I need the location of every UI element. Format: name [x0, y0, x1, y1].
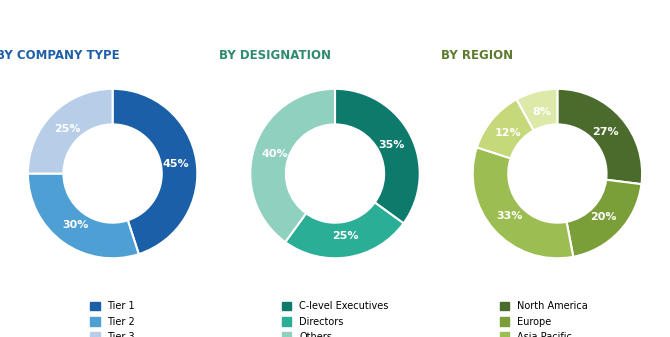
Wedge shape [28, 174, 139, 258]
Wedge shape [113, 89, 198, 254]
Wedge shape [335, 89, 419, 223]
Text: 45%: 45% [162, 159, 189, 168]
Wedge shape [557, 89, 642, 184]
Text: 25%: 25% [54, 124, 81, 134]
Legend: C-level Executives, Directors, Others: C-level Executives, Directors, Others [281, 301, 389, 337]
Wedge shape [472, 147, 574, 258]
Text: 25%: 25% [332, 231, 358, 241]
Text: 30%: 30% [62, 220, 88, 230]
Text: 20%: 20% [590, 212, 617, 222]
Legend: Tier 1, Tier 2, Tier 3: Tier 1, Tier 2, Tier 3 [90, 301, 135, 337]
Text: 12%: 12% [495, 128, 522, 138]
Wedge shape [251, 89, 335, 242]
Text: 27%: 27% [592, 126, 618, 136]
Wedge shape [567, 180, 641, 257]
Wedge shape [477, 99, 534, 158]
Text: 33%: 33% [496, 211, 523, 221]
Wedge shape [285, 203, 403, 258]
Text: 35%: 35% [379, 140, 405, 150]
Text: BY REGION: BY REGION [441, 49, 513, 62]
Legend: North America, Europe, Asia Pacific, Middle East & Africa, South America: North America, Europe, Asia Pacific, Mid… [500, 301, 615, 337]
Wedge shape [28, 89, 113, 174]
Text: BY DESIGNATION: BY DESIGNATION [218, 49, 330, 62]
Text: BY COMPANY TYPE: BY COMPANY TYPE [0, 49, 120, 62]
Wedge shape [517, 89, 557, 130]
Text: 40%: 40% [261, 149, 288, 159]
Text: 8%: 8% [532, 107, 551, 117]
